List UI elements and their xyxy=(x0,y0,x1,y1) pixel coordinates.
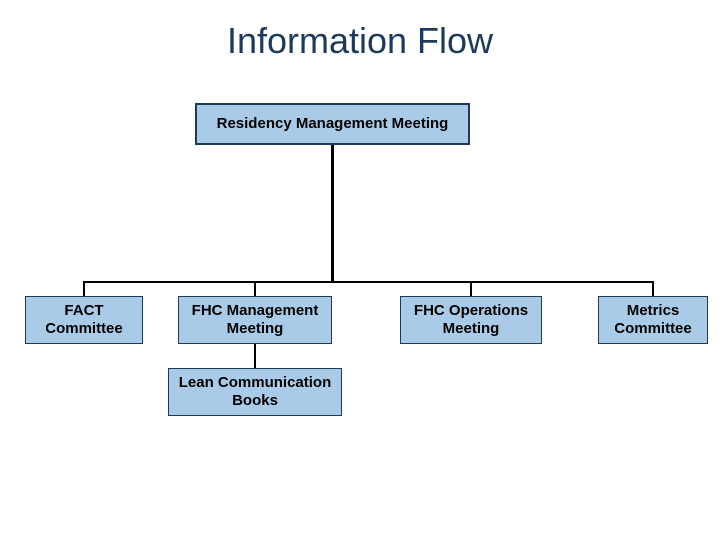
edge-drop-fhc-mgmt xyxy=(254,281,256,296)
edge-drop-fact xyxy=(83,281,85,296)
node-residency-management-meeting: Residency Management Meeting xyxy=(195,103,470,145)
edge-main-vertical xyxy=(331,145,334,283)
edge-drop-fhc-ops xyxy=(470,281,472,296)
edge-horizontal-bus xyxy=(84,281,653,283)
node-fhc-management-meeting: FHC Management Meeting xyxy=(178,296,332,344)
node-lean-communication-books: Lean Communication Books xyxy=(168,368,342,416)
node-label: Residency Management Meeting xyxy=(217,115,449,133)
node-label: FHC Management Meeting xyxy=(179,302,331,338)
node-fhc-operations-meeting: FHC Operations Meeting xyxy=(400,296,542,344)
node-label: FHC Operations Meeting xyxy=(401,302,541,338)
node-label: Lean Communication Books xyxy=(169,374,341,410)
node-metrics-committee: Metrics Committee xyxy=(598,296,708,344)
edge-drop-metrics xyxy=(652,281,654,296)
diagram-canvas: Information Flow Residency Management Me… xyxy=(0,0,720,540)
edge-mgmt-to-lean xyxy=(254,344,256,368)
node-label: FACT Committee xyxy=(26,302,142,338)
node-label: Metrics Committee xyxy=(599,302,707,338)
node-fact-committee: FACT Committee xyxy=(25,296,143,344)
page-title: Information Flow xyxy=(0,20,720,62)
